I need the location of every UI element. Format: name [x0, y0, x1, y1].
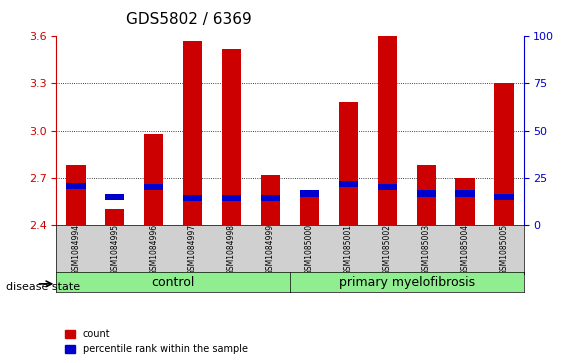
Bar [378, 184, 397, 191]
Text: disease state: disease state [6, 282, 80, 292]
Bar [455, 178, 475, 225]
Bar [455, 191, 475, 197]
Bar [183, 41, 202, 225]
Legend: count, percentile rank within the sample: count, percentile rank within the sample [61, 326, 252, 358]
Text: GSM1085002: GSM1085002 [383, 224, 392, 275]
Text: GSM1084998: GSM1084998 [227, 224, 236, 275]
Text: GSM1084996: GSM1084996 [149, 224, 158, 275]
Bar [378, 36, 397, 225]
Bar [338, 102, 358, 225]
Text: GSM1085003: GSM1085003 [422, 224, 431, 275]
Bar [261, 175, 280, 225]
Text: GSM1084997: GSM1084997 [188, 224, 197, 275]
Text: GSM1085000: GSM1085000 [305, 224, 314, 275]
Text: primary myelofibrosis: primary myelofibrosis [339, 276, 475, 289]
Bar [105, 209, 124, 225]
Bar [144, 134, 163, 225]
Text: GSM1085005: GSM1085005 [499, 224, 508, 275]
Bar [222, 195, 242, 201]
Bar [183, 195, 202, 201]
Bar [66, 183, 86, 189]
Text: GSM1084994: GSM1084994 [72, 224, 81, 275]
Bar [494, 193, 514, 200]
Bar [144, 184, 163, 191]
Bar [300, 191, 319, 197]
Bar [105, 193, 124, 200]
Bar [261, 195, 280, 201]
Bar [222, 49, 242, 225]
Bar [417, 165, 436, 225]
Bar [66, 165, 86, 225]
Text: GSM1085004: GSM1085004 [461, 224, 470, 275]
Text: GDS5802 / 6369: GDS5802 / 6369 [126, 12, 252, 27]
Text: GSM1085001: GSM1085001 [344, 224, 353, 275]
Text: GSM1084995: GSM1084995 [110, 224, 119, 275]
Bar [494, 83, 514, 225]
Bar [300, 193, 319, 225]
Text: control: control [151, 276, 195, 289]
Text: GSM1084999: GSM1084999 [266, 224, 275, 275]
Bar [417, 191, 436, 197]
Bar [338, 181, 358, 187]
